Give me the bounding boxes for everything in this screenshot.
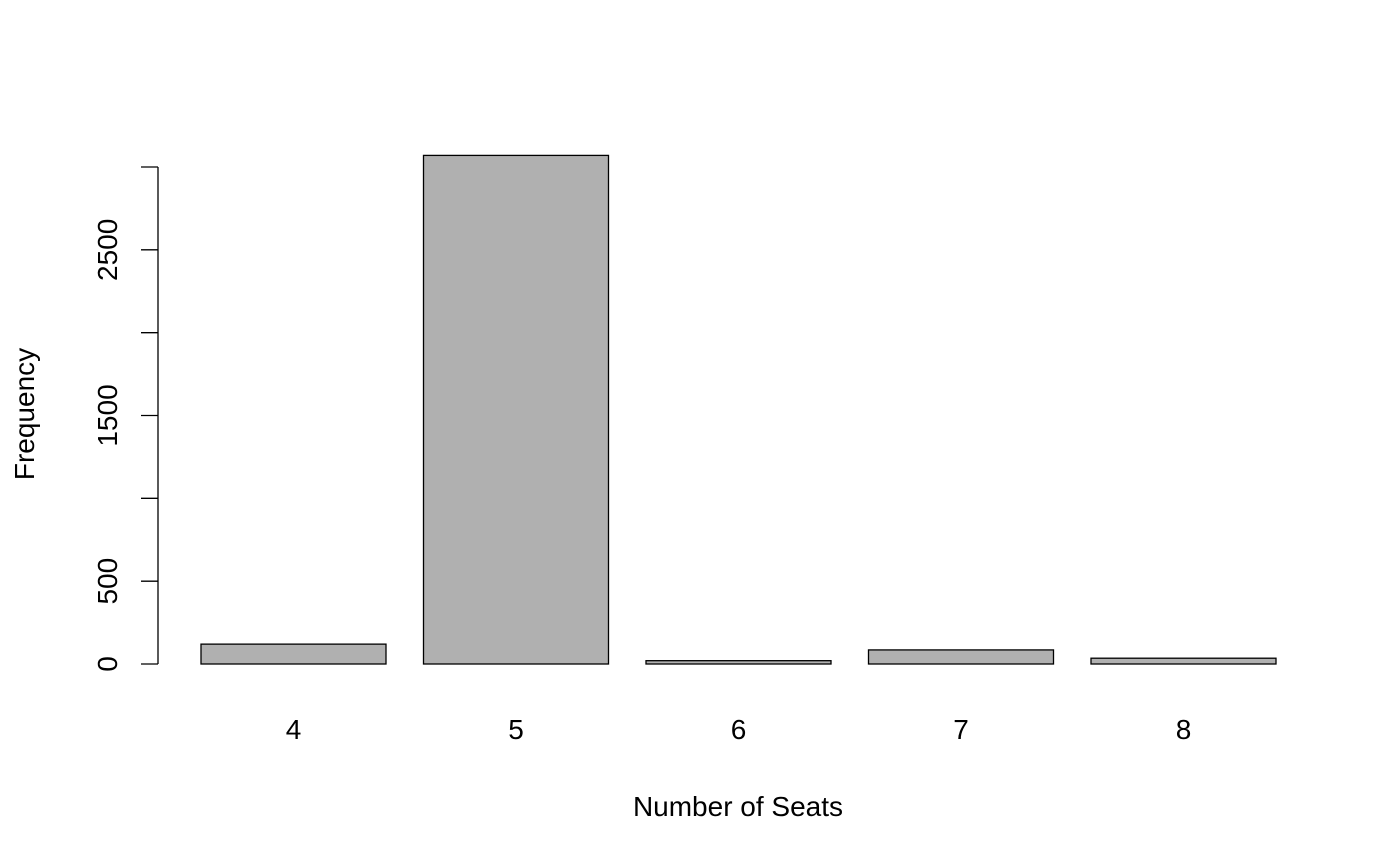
bars-group [200,154,1277,665]
bar-5 [422,154,610,665]
y-axis: 0 500 1500 2500 [92,166,159,672]
bar-8 [1090,657,1277,665]
bar-4 [200,643,387,665]
y-tick-label: 1500 [92,384,123,446]
y-axis-label: Frequency [9,348,40,480]
bar-7 [867,649,1055,665]
x-tick-label-7: 7 [953,714,969,745]
x-axis-label: Number of Seats [633,791,843,822]
y-tick-label: 0 [92,656,123,672]
x-tick-label-6: 6 [731,714,747,745]
x-category-labels: 4 5 6 7 8 [286,714,1192,745]
x-tick-label-5: 5 [508,714,524,745]
y-tick-label: 2500 [92,219,123,281]
x-tick-label-8: 8 [1176,714,1192,745]
y-tick-label: 500 [92,558,123,605]
x-tick-label-4: 4 [286,714,302,745]
bar-6 [645,660,832,665]
